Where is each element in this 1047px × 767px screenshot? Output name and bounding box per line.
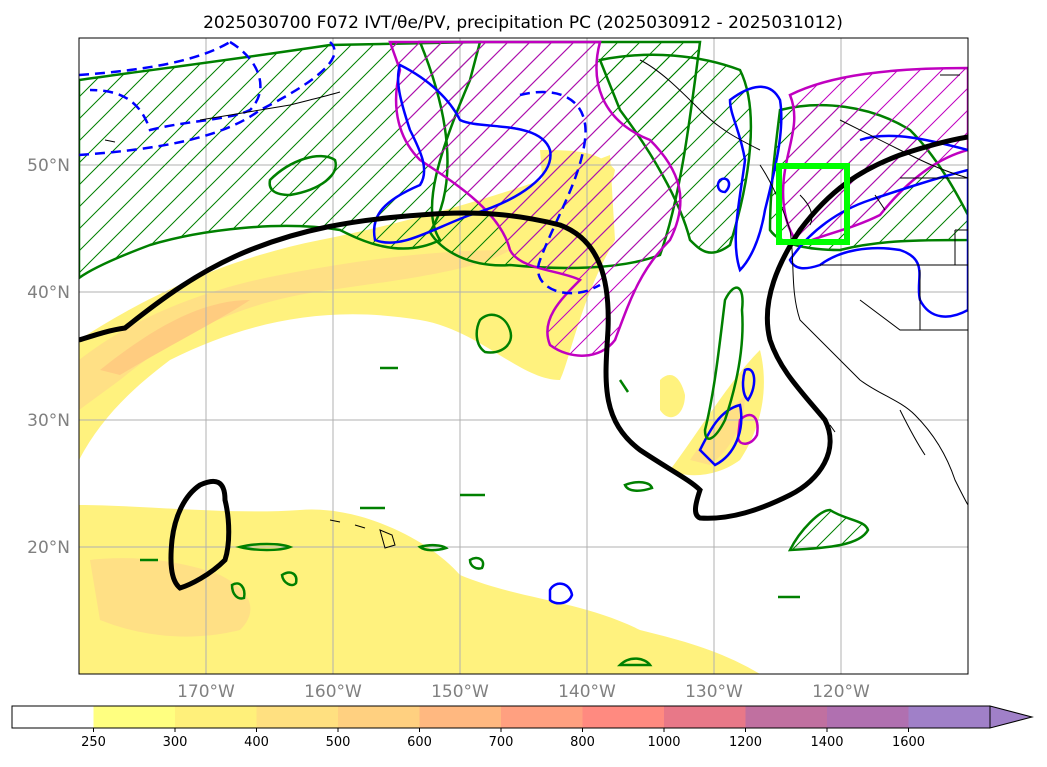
chart-title: 2025030700 F072 IVT/θe/PV, precipitation…: [203, 13, 843, 33]
colorbar-segment: [12, 706, 94, 728]
colorbar-tick-label: 300: [163, 735, 188, 750]
colorbar-segment: [827, 706, 909, 728]
lat-label: 30°N: [27, 411, 70, 431]
colorbar-tick-label: 600: [407, 735, 432, 750]
coastlines: [104, 59, 968, 549]
lon-label: 170°W: [177, 682, 235, 702]
lon-labels: 170°W 160°W 150°W 140°W 130°W 120°W: [177, 682, 870, 702]
colorbar-extend-arrow: [989, 705, 1034, 729]
colorbar-segment: [664, 706, 746, 728]
colorbar-tick-label: 800: [570, 735, 595, 750]
colorbar: 250 300 400 500 600 700 800 1000 1200 1400 1600: [11, 705, 1034, 750]
highlight-box: [776, 163, 850, 245]
pv-contours: [79, 134, 968, 591]
colorbar-segment: [256, 706, 339, 728]
colorbar-tick-label: 400: [244, 735, 269, 750]
colorbar-segment: [501, 706, 583, 728]
map-frame: [78, 37, 969, 675]
lat-labels: 20°N 30°N 40°N 50°N: [27, 156, 70, 558]
colorbar-tick-label: 500: [326, 735, 351, 750]
lat-label: 50°N: [27, 156, 70, 176]
colorbar-segment: [338, 706, 420, 728]
colorbar-tick-label: 1600: [892, 735, 925, 750]
colorbar-tick-label: 700: [489, 735, 514, 750]
colorbar-segment: [93, 706, 176, 728]
map-area: [79, 38, 968, 674]
lon-label: 150°W: [431, 682, 489, 702]
lon-label: 130°W: [685, 682, 743, 702]
blue-contours: [79, 40, 968, 605]
lon-label: 160°W: [304, 682, 362, 702]
colorbar-segment: [745, 706, 828, 728]
lat-label: 20°N: [27, 538, 70, 558]
colorbar-tick-label: 1000: [647, 735, 680, 750]
lon-label: 120°W: [812, 682, 870, 702]
colorbar-segment: [582, 706, 665, 728]
colorbar-tick-label: 1400: [810, 735, 843, 750]
colorbar-segment: [419, 706, 502, 728]
green-contours: [140, 154, 800, 667]
lat-label: 40°N: [27, 283, 70, 303]
colorbar-tick-label: 250: [81, 735, 106, 750]
colorbar-segment: [175, 706, 257, 728]
colorbar-segment: [908, 706, 991, 728]
lon-label: 140°W: [558, 682, 616, 702]
colorbar-tick-label: 1200: [729, 735, 762, 750]
